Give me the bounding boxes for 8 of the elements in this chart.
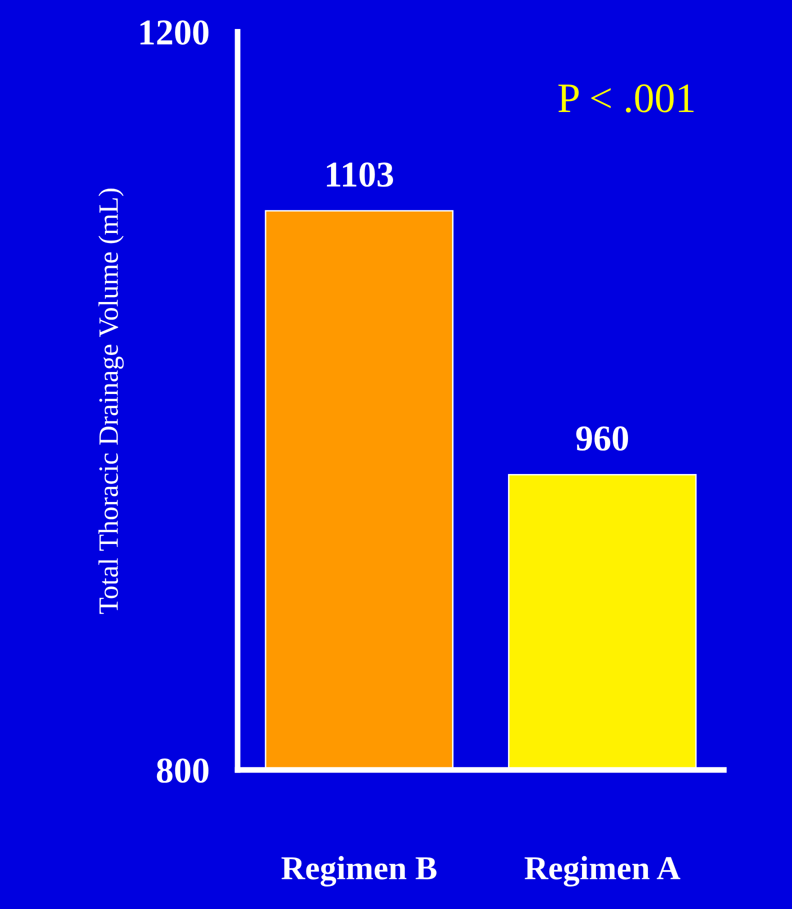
x-tick-label: Regimen B [282,856,436,887]
data-label: 1103 [326,162,394,187]
y-tick-label: 800 [156,758,208,783]
y-axis-title: Total Thoracic Drainage Volume (mL) [98,188,124,614]
y-tick-label: 1200 [140,20,208,45]
data-label: 960 [576,426,628,451]
annotation: P < .001 [558,84,694,113]
x-tick-label: Regimen A [524,856,680,887]
